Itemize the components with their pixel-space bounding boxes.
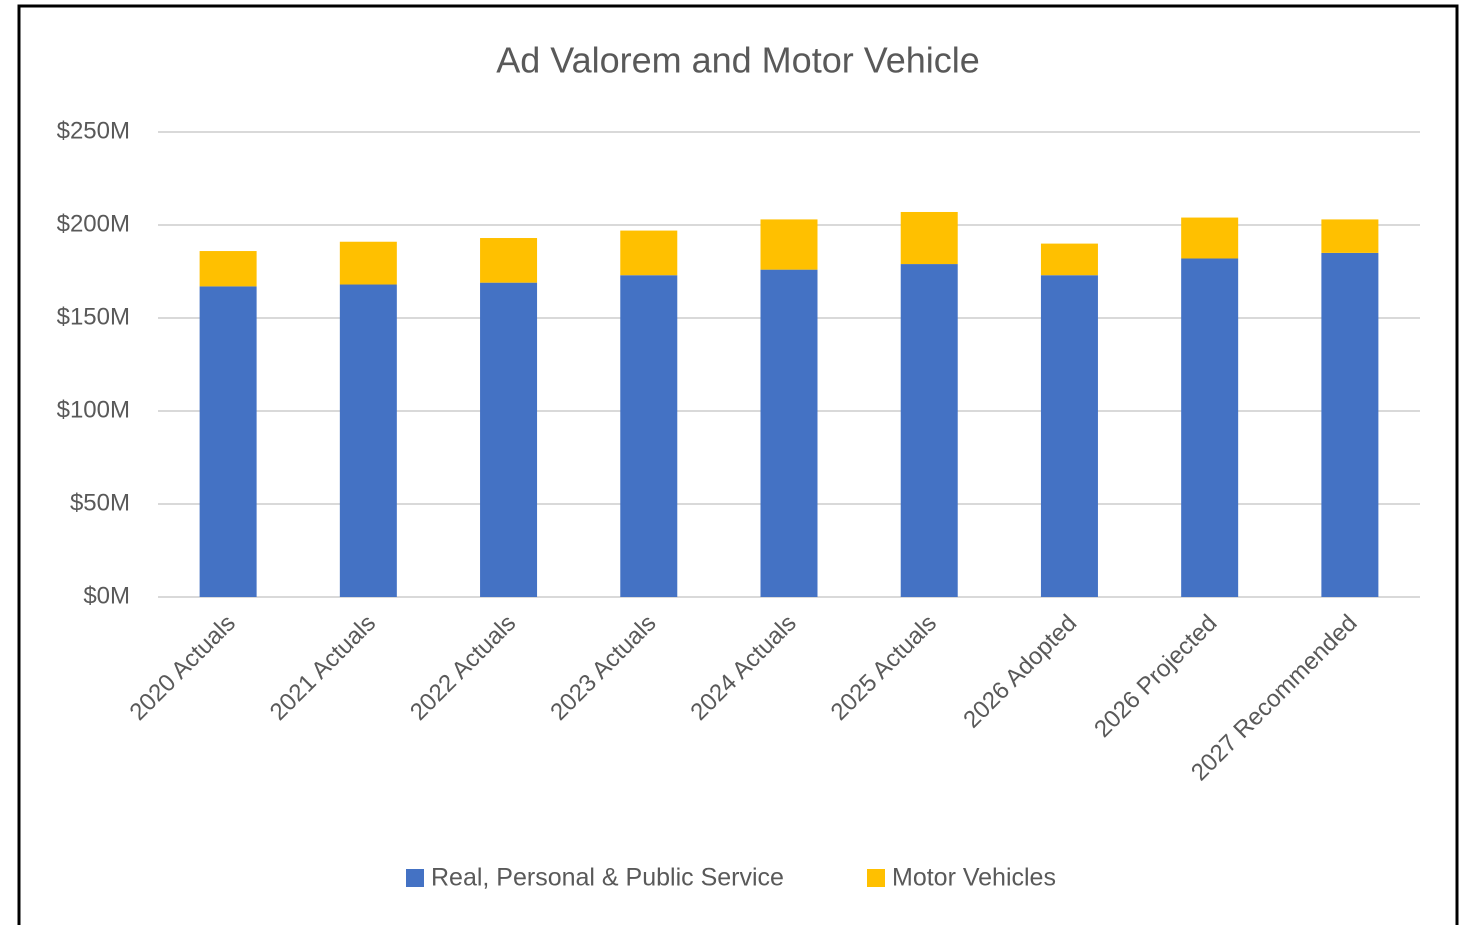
bar-segment <box>480 282 538 597</box>
bar-segment <box>900 264 958 597</box>
y-tick-label: $0M <box>83 582 130 609</box>
legend-swatch <box>867 869 885 887</box>
bar-segment <box>1321 252 1379 597</box>
bar-segment <box>339 241 397 285</box>
bar-segment <box>199 251 257 287</box>
bar-segment <box>1181 217 1239 259</box>
bar-segment <box>339 284 397 597</box>
y-tick-label: $200M <box>57 210 130 237</box>
bar-segment <box>900 211 958 265</box>
y-tick-label: $100M <box>57 396 130 423</box>
bar-segment <box>760 219 818 270</box>
y-tick-label: $50M <box>70 489 130 516</box>
bar-segment <box>1181 258 1239 597</box>
chart-title: Ad Valorem and Motor Vehicle <box>496 40 980 81</box>
bar-segment <box>480 238 538 283</box>
y-tick-label: $150M <box>57 303 130 330</box>
bar-segment <box>1040 275 1098 597</box>
bar-segment <box>620 230 678 276</box>
y-tick-label: $250M <box>57 117 130 144</box>
bar-segment <box>760 269 818 597</box>
bar-segment <box>1040 243 1098 276</box>
bar-segment <box>620 275 678 597</box>
legend-label: Motor Vehicles <box>892 864 1056 892</box>
legend-label: Real, Personal & Public Service <box>431 864 784 892</box>
legend-swatch <box>406 869 424 887</box>
bar-segment <box>199 286 257 597</box>
bar-segment <box>1321 219 1379 253</box>
